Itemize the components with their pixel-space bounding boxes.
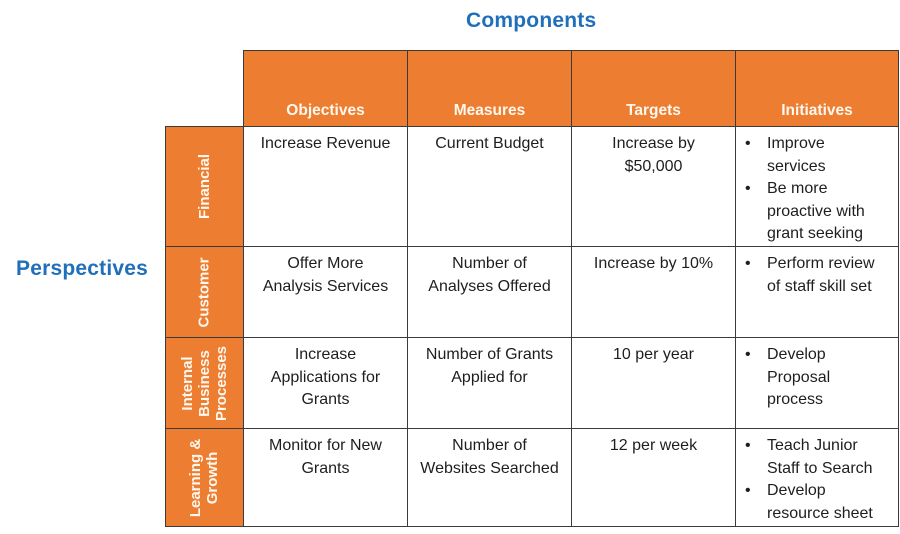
cell-learning-objective: Monitor for New Grants <box>243 428 408 527</box>
initiative-item: • Develop resource sheet <box>742 480 892 525</box>
bullet-icon: • <box>745 255 751 272</box>
cell-internal-initiatives: • Develop Proposal process <box>735 337 899 429</box>
initiative-item: • Perform review of staff skill set <box>742 253 892 298</box>
bullet-icon: • <box>745 346 751 363</box>
initiative-item: • Teach Junior Staff to Search <box>742 435 892 480</box>
row-label-learning-growth: Learning & Growth <box>165 428 244 527</box>
components-heading: Components <box>466 9 597 32</box>
cell-learning-initiatives: • Teach Junior Staff to Search • Develop… <box>735 428 899 527</box>
bullet-icon: • <box>745 437 751 454</box>
bullet-icon: • <box>745 135 751 152</box>
bullet-icon: • <box>745 482 751 499</box>
cell-financial-measure: Current Budget <box>407 126 572 247</box>
perspectives-heading: Perspectives <box>16 257 148 280</box>
column-header-objectives: Objectives <box>243 50 408 127</box>
row-label-financial: Financial <box>165 126 244 247</box>
bullet-icon: • <box>745 180 751 197</box>
column-header-measures: Measures <box>407 50 572 127</box>
column-header-targets: Targets <box>571 50 736 127</box>
row-label-customer: Customer <box>165 246 244 338</box>
row-label-internal-business-processes: Internal Business Processes <box>165 337 244 429</box>
cell-financial-target: Increase by $50,000 <box>571 126 736 247</box>
cell-internal-objective: Increase Applications for Grants <box>243 337 408 429</box>
cell-customer-objective: Offer More Analysis Services <box>243 246 408 338</box>
cell-learning-measure: Number of Websites Searched <box>407 428 572 527</box>
initiative-item: • Improve services <box>742 133 892 178</box>
cell-learning-target: 12 per week <box>571 428 736 527</box>
initiative-item: • Develop Proposal process <box>742 344 892 412</box>
cell-financial-initiatives: • Improve services • Be more proactive w… <box>735 126 899 247</box>
cell-customer-measure: Number of Analyses Offered <box>407 246 572 338</box>
cell-customer-initiatives: • Perform review of staff skill set <box>735 246 899 338</box>
column-header-initiatives: Initiatives <box>735 50 899 127</box>
cell-financial-objective: Increase Revenue <box>243 126 408 247</box>
initiative-item: • Be more proactive with grant seeking <box>742 178 892 246</box>
cell-customer-target: Increase by 10% <box>571 246 736 338</box>
cell-internal-target: 10 per year <box>571 337 736 429</box>
cell-internal-measure: Number of Grants Applied for <box>407 337 572 429</box>
